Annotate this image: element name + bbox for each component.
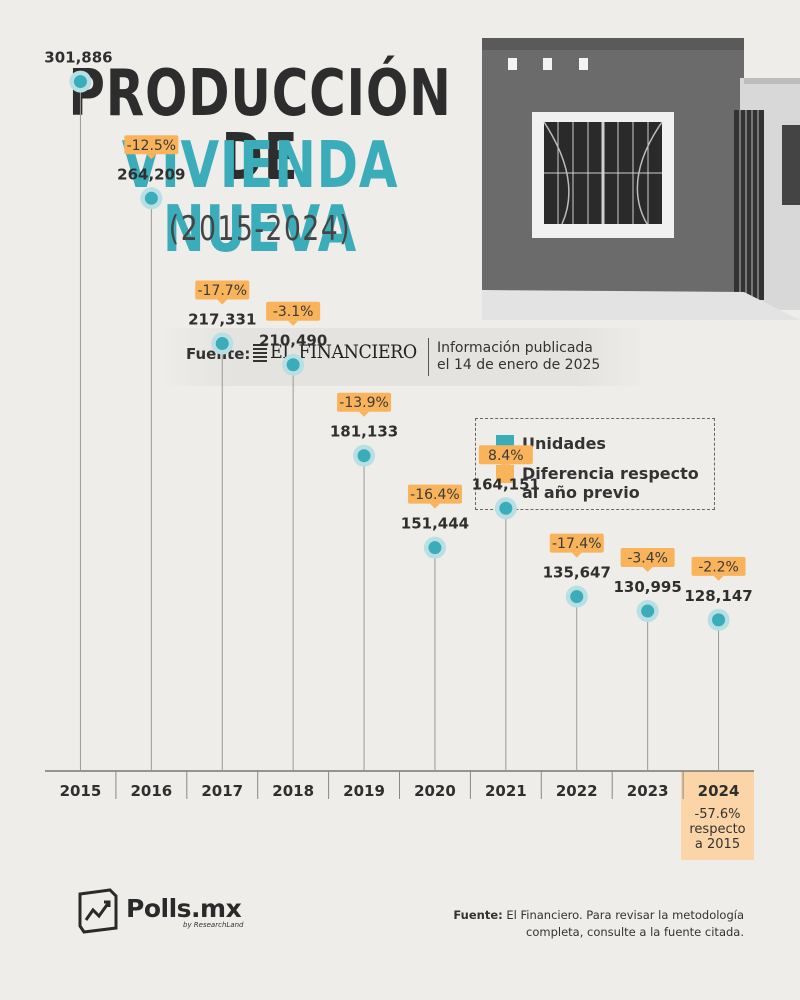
- source-divider: [428, 338, 429, 376]
- pct-change-label: -13.9%: [339, 395, 389, 411]
- publication-note-line-1: Información publicada: [437, 340, 593, 356]
- year-label: 2016: [130, 782, 172, 800]
- note-2024-line-1: -57.6%: [694, 807, 741, 822]
- year-label: 2019: [343, 782, 385, 800]
- pct-change-pointer: [359, 411, 370, 417]
- pct-change-pointer: [429, 503, 440, 509]
- polls-brand: Polls.mx: [126, 894, 242, 923]
- year-label: 2022: [556, 782, 598, 800]
- value-label: 301,886: [44, 49, 112, 67]
- pct-change-badge: [620, 548, 675, 568]
- pct-change-pointer: [642, 567, 653, 573]
- value-label: 130,995: [613, 578, 681, 596]
- footer-note-text: El Financiero. Para revisar la metodolog…: [502, 908, 744, 939]
- polls-brand-sub: by ResearchLand: [183, 921, 244, 929]
- data-point: [144, 191, 158, 205]
- legend-diff-label-line-1: Diferencia respecto: [522, 464, 699, 483]
- data-point: [712, 613, 726, 627]
- data-point: [357, 449, 371, 463]
- title-period: (2015-2024): [168, 209, 352, 249]
- data-point: [641, 604, 655, 618]
- el-financiero-logo: [253, 344, 267, 362]
- legend-diff-swatch: [496, 465, 514, 483]
- value-label: 151,444: [401, 515, 469, 533]
- legend: Unidades Diferencia respecto al año prev…: [475, 418, 715, 510]
- pct-change-badge: [195, 280, 250, 300]
- data-point: [428, 541, 442, 555]
- pct-change-pointer: [500, 464, 511, 470]
- pct-change-label: 8.4%: [488, 448, 524, 464]
- year-label: 2021: [485, 782, 527, 800]
- pct-change-pointer: [146, 154, 157, 160]
- value-label: 217,331: [188, 311, 256, 329]
- value-label: 128,147: [684, 587, 752, 605]
- note-2024: -57.6% respecto a 2015: [681, 800, 754, 860]
- year-label: 2020: [414, 782, 456, 800]
- value-label: 264,209: [117, 165, 185, 183]
- pct-change-label: -17.7%: [197, 283, 247, 299]
- footer-source-note: Fuente: El Financiero. Para revisar la m…: [414, 907, 744, 941]
- value-label: 164,151: [472, 475, 540, 493]
- title-line-1: PRODUCCIÓN DE: [68, 57, 452, 195]
- value-label: 135,647: [543, 564, 611, 582]
- pct-change-badge: [407, 484, 462, 504]
- pct-change-label: -17.4%: [552, 536, 602, 552]
- legend-diff-label-line-2: al año previo: [522, 483, 640, 502]
- publisher-name: EL FINANCIERO: [270, 341, 417, 363]
- publication-note: Información publicada el 14 de enero de …: [437, 340, 637, 374]
- pct-change-pointer: [288, 320, 299, 326]
- pct-change-label: -12.5%: [127, 138, 177, 154]
- pct-change-pointer: [217, 299, 228, 305]
- year-label: 2018: [272, 782, 314, 800]
- data-point: [570, 590, 584, 604]
- pct-change-badge: [337, 392, 392, 412]
- pct-change-badge: [266, 301, 321, 321]
- pct-change-pointer: [713, 575, 724, 581]
- note-2024-line-3: a 2015: [694, 837, 741, 852]
- source-label: Fuente:: [186, 345, 251, 363]
- legend-units-label: Unidades: [522, 434, 606, 453]
- year-label: 2024: [698, 782, 740, 800]
- data-point: [286, 358, 300, 372]
- pct-change-label: -16.4%: [410, 487, 460, 503]
- data-point: [499, 501, 513, 515]
- year-label: 2023: [627, 782, 669, 800]
- pct-change-badge: [478, 445, 533, 465]
- pct-change-label: -3.4%: [627, 551, 668, 567]
- year-label: 2017: [201, 782, 243, 800]
- data-point: [73, 75, 87, 89]
- pct-change-pointer: [571, 552, 582, 558]
- polls-logo-icon: [78, 888, 118, 934]
- note-2024-line-2: respecto: [689, 822, 746, 837]
- publication-note-line-2: el 14 de enero de 2025: [437, 357, 601, 373]
- pct-change-label: -3.1%: [273, 304, 314, 320]
- data-point: [215, 337, 229, 351]
- value-label: 181,133: [330, 423, 398, 441]
- year-label: 2015: [60, 782, 102, 800]
- pct-change-badge: [549, 533, 604, 553]
- source-band: [160, 328, 650, 386]
- value-label: 210,490: [259, 332, 327, 350]
- pct-change-label: -2.2%: [698, 559, 739, 575]
- house-photo: [482, 38, 800, 320]
- year-2024-highlight: [681, 771, 754, 801]
- pct-change-badge: [691, 556, 746, 576]
- pct-change-badge: [124, 135, 179, 155]
- footer-note-label: Fuente:: [453, 908, 503, 922]
